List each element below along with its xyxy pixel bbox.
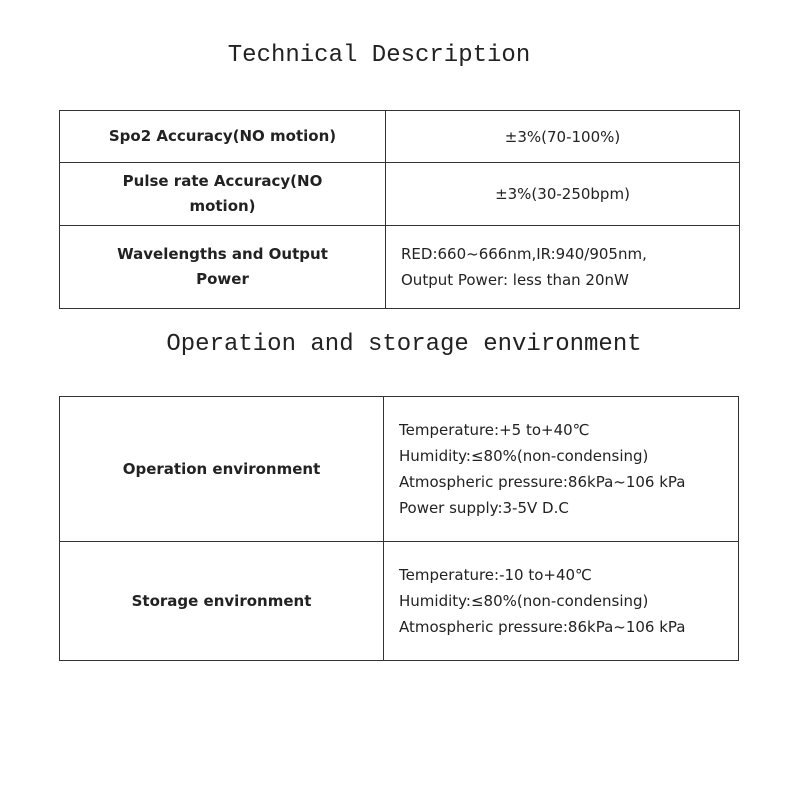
- environment-title: Operation and storage environment: [166, 331, 642, 358]
- spo2-accuracy-value: ±3%(70-100%): [385, 110, 740, 163]
- table-row: Spo2 Accuracy(NO motion) ±3%(70-100%): [59, 110, 740, 163]
- storage-environment-value: Temperature:-10 to+40℃ Humidity:≤80%(non…: [383, 541, 739, 661]
- storage-environment-label: Storage environment: [59, 541, 384, 661]
- operation-environment-value: Temperature:+5 to+40℃ Humidity:≤80%(non-…: [383, 396, 739, 542]
- technical-table: Spo2 Accuracy(NO motion) ±3%(70-100%) Pu…: [59, 110, 740, 309]
- operation-environment-label: Operation environment: [59, 396, 384, 542]
- table-row: Pulse rate Accuracy(NO motion) ±3%(30-25…: [59, 162, 740, 226]
- technical-description-title: Technical Description: [227, 42, 531, 69]
- value-line: Humidity:≤80%(non-condensing): [399, 447, 649, 465]
- value-line: Atmospheric pressure:86kPa~106 kPa: [399, 618, 686, 636]
- value-line: Power supply:3-5V D.C: [399, 499, 569, 517]
- value-line: Temperature:+5 to+40℃: [399, 421, 590, 439]
- pulse-rate-accuracy-value: ±3%(30-250bpm): [385, 162, 740, 226]
- pulse-rate-accuracy-label: Pulse rate Accuracy(NO motion): [59, 162, 386, 226]
- spo2-accuracy-label: Spo2 Accuracy(NO motion): [59, 110, 386, 163]
- wavelengths-value: RED:660~666nm,IR:940/905nm, Output Power…: [385, 225, 740, 309]
- table-row: Storage environment Temperature:-10 to+4…: [59, 541, 739, 661]
- table-row: Operation environment Temperature:+5 to+…: [59, 396, 739, 542]
- value-line: Temperature:-10 to+40℃: [399, 566, 592, 584]
- value-line: Output Power: less than 20nW: [401, 271, 629, 289]
- wavelengths-label: Wavelengths and Output Power: [59, 225, 386, 309]
- table-row: Wavelengths and Output Power RED:660~666…: [59, 225, 740, 309]
- environment-table: Operation environment Temperature:+5 to+…: [59, 396, 739, 661]
- value-line: RED:660~666nm,IR:940/905nm,: [401, 245, 647, 263]
- value-line: Atmospheric pressure:86kPa~106 kPa: [399, 473, 686, 491]
- value-line: Humidity:≤80%(non-condensing): [399, 592, 649, 610]
